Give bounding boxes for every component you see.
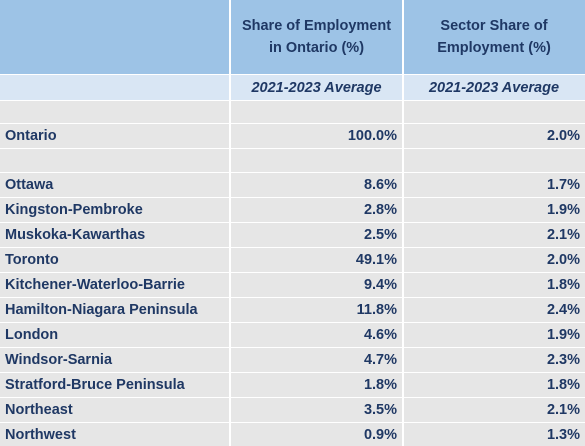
share-value: 49.1%	[230, 248, 403, 272]
table-row: Ottawa 8.6% 1.7%	[0, 173, 585, 197]
subheader-period-share: 2021-2023 Average	[230, 75, 403, 100]
table-row: Toronto 49.1% 2.0%	[0, 248, 585, 272]
region-name: Ontario	[0, 124, 230, 148]
region-name: Stratford-Bruce Peninsula	[0, 373, 230, 397]
sector-share-value: 2.1%	[403, 398, 585, 422]
spacer-row	[0, 149, 585, 172]
region-name: Northwest	[0, 423, 230, 446]
share-value: 2.8%	[230, 198, 403, 222]
column-divider	[229, 0, 231, 446]
sector-share-value: 1.8%	[403, 373, 585, 397]
region-name: Muskoka-Kawarthas	[0, 223, 230, 247]
spacer-cell	[230, 149, 403, 172]
sector-share-value: 2.1%	[403, 223, 585, 247]
sector-share-value: 2.0%	[403, 248, 585, 272]
header-region	[0, 0, 230, 74]
table-row: Windsor-Sarnia 4.7% 2.3%	[0, 348, 585, 372]
share-value: 4.6%	[230, 323, 403, 347]
share-value: 11.8%	[230, 298, 403, 322]
subheader-blank	[0, 75, 230, 100]
spacer-row	[0, 101, 585, 123]
spacer-cell	[403, 149, 585, 172]
region-name: Windsor-Sarnia	[0, 348, 230, 372]
share-value: 0.9%	[230, 423, 403, 446]
table-row: London 4.6% 1.9%	[0, 323, 585, 347]
region-name: Hamilton-Niagara Peninsula	[0, 298, 230, 322]
share-value: 9.4%	[230, 273, 403, 297]
region-name: London	[0, 323, 230, 347]
table-subheader-row: 2021-2023 Average 2021-2023 Average	[0, 75, 585, 100]
share-value: 4.7%	[230, 348, 403, 372]
region-name: Ottawa	[0, 173, 230, 197]
table-row: Kitchener-Waterloo-Barrie 9.4% 1.8%	[0, 273, 585, 297]
sector-share-value: 1.8%	[403, 273, 585, 297]
column-divider	[402, 0, 404, 446]
table-row: Northwest 0.9% 1.3%	[0, 423, 585, 446]
sector-share-value: 1.3%	[403, 423, 585, 446]
table-row: Kingston-Pembroke 2.8% 1.9%	[0, 198, 585, 222]
table-row: Muskoka-Kawarthas 2.5% 2.1%	[0, 223, 585, 247]
region-name: Kingston-Pembroke	[0, 198, 230, 222]
share-value: 8.6%	[230, 173, 403, 197]
header-sector-share: Sector Share of Employment (%)	[403, 0, 585, 74]
share-value: 100.0%	[230, 124, 403, 148]
subheader-period-sector: 2021-2023 Average	[403, 75, 585, 100]
sector-share-value: 1.9%	[403, 323, 585, 347]
table-row: Hamilton-Niagara Peninsula 11.8% 2.4%	[0, 298, 585, 322]
spacer-cell	[403, 101, 585, 123]
sector-share-value: 2.3%	[403, 348, 585, 372]
spacer-cell	[0, 149, 230, 172]
spacer-cell	[230, 101, 403, 123]
share-value: 2.5%	[230, 223, 403, 247]
table-header-row: Share of Employment in Ontario (%) Secto…	[0, 0, 585, 74]
spacer-cell	[0, 101, 230, 123]
sector-share-value: 2.0%	[403, 124, 585, 148]
sector-share-value: 1.7%	[403, 173, 585, 197]
table-row: Stratford-Bruce Peninsula 1.8% 1.8%	[0, 373, 585, 397]
share-value: 3.5%	[230, 398, 403, 422]
region-name: Northeast	[0, 398, 230, 422]
sector-share-value: 1.9%	[403, 198, 585, 222]
region-name: Toronto	[0, 248, 230, 272]
sector-share-value: 2.4%	[403, 298, 585, 322]
share-value: 1.8%	[230, 373, 403, 397]
header-share-of-employment: Share of Employment in Ontario (%)	[230, 0, 403, 74]
table-row: Northeast 3.5% 2.1%	[0, 398, 585, 422]
table-row-ontario: Ontario 100.0% 2.0%	[0, 124, 585, 148]
region-name: Kitchener-Waterloo-Barrie	[0, 273, 230, 297]
